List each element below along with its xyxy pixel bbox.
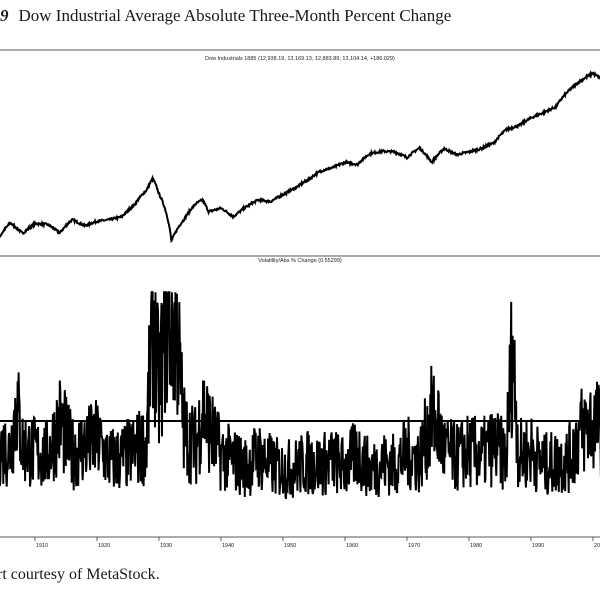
- x-tick-label: 1950: [284, 543, 296, 549]
- bottom-panel-header: Volatility/Abs % Change (0.55299): [258, 258, 342, 264]
- x-tick-label: 1920: [98, 543, 110, 549]
- dow-price-line: [0, 69, 600, 244]
- x-tick-label: 1910: [36, 543, 48, 549]
- x-tick-label: 1990: [532, 543, 544, 549]
- figure-caption: rt courtesy of MetaStock.: [0, 566, 160, 583]
- figure-title: 9 Dow Industrial Average Absolute Three-M…: [0, 6, 451, 26]
- x-tick-label: 1960: [346, 543, 358, 549]
- dow-chart: Dow Industrials 1885 (12,938.19, 13,169.…: [0, 49, 600, 549]
- volatility-line: [0, 291, 600, 500]
- top-panel-header: Dow Industrials 1885 (12,938.19, 13,169.…: [205, 56, 395, 62]
- x-axis-ticks: 1910 1920 1930 1940 1950 1960 1970 1980 1990 2000: [34, 537, 600, 549]
- x-tick-label: 1980: [470, 543, 482, 549]
- x-tick-label: 2000: [594, 543, 600, 549]
- x-tick-label: 1930: [160, 543, 172, 549]
- x-tick-label: 1970: [408, 543, 420, 549]
- x-tick-label: 1940: [222, 543, 234, 549]
- volatility-series: [0, 291, 600, 500]
- dow-price-series: [0, 69, 600, 244]
- figure-number: 9: [0, 6, 9, 25]
- figure-title-text: Dow Industrial Average Absolute Three-Mo…: [18, 6, 452, 25]
